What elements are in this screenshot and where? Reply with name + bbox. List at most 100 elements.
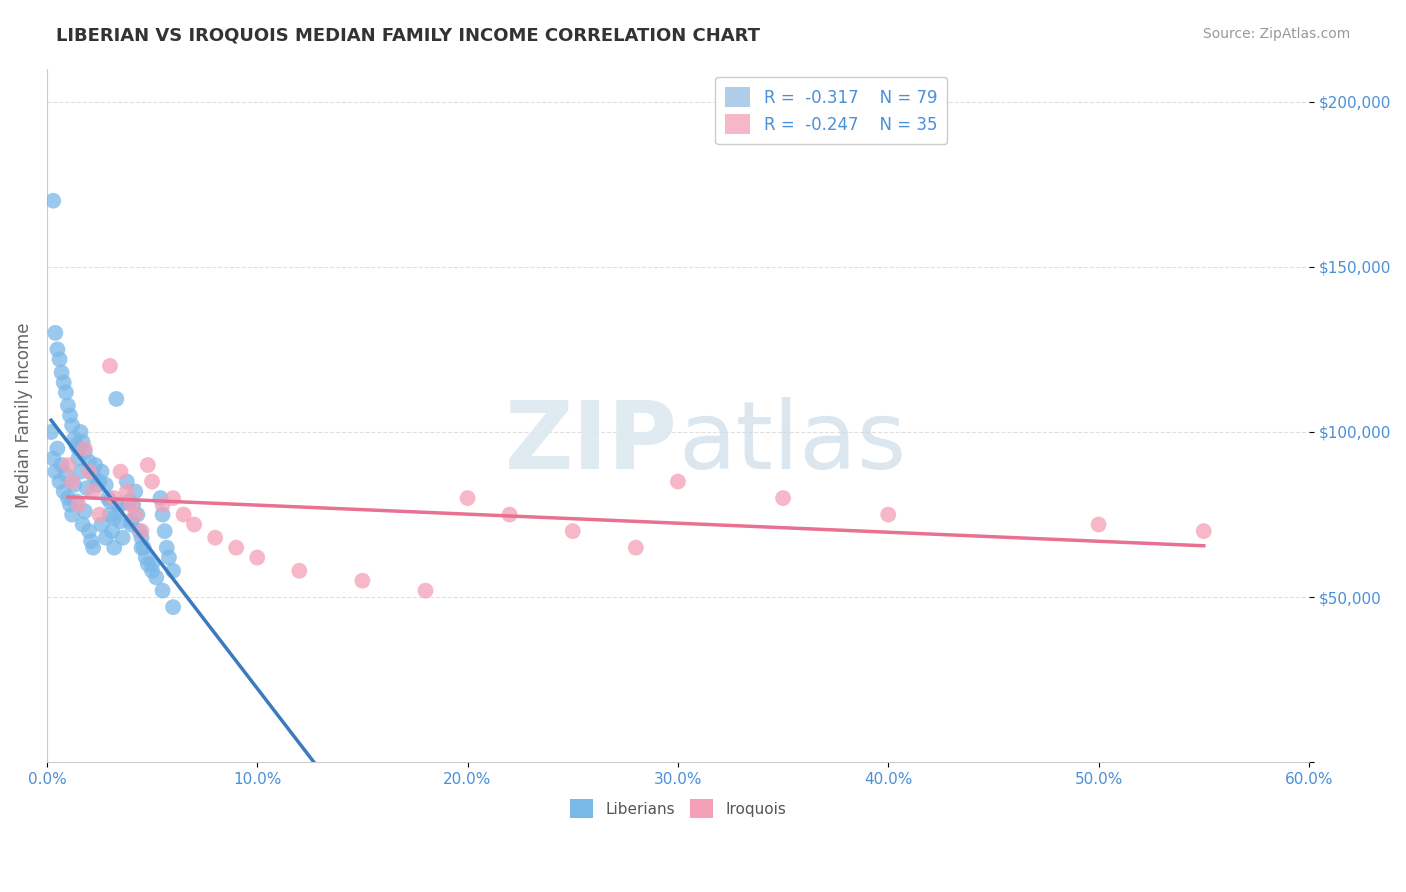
Point [110, 514, 132, 528]
Point [44, 465, 66, 479]
Point [89, 508, 111, 522]
Point [156, 541, 179, 555]
Point [157, 550, 180, 565]
Point [103, 491, 125, 505]
Point [82, 484, 104, 499]
Point [110, 498, 132, 512]
Point [63, 478, 86, 492]
Point [124, 508, 146, 522]
Point [42, 194, 65, 208]
Point [42, 451, 65, 466]
Text: atlas: atlas [678, 397, 905, 489]
Point [69, 465, 91, 479]
Point [1192, 524, 1215, 538]
Point [105, 392, 128, 406]
Point [67, 442, 90, 456]
Point [67, 451, 90, 466]
Point [120, 514, 142, 528]
Point [120, 517, 142, 532]
Point [498, 508, 520, 522]
Point [141, 557, 163, 571]
Point [141, 564, 163, 578]
Point [80, 534, 103, 549]
Point [115, 484, 138, 499]
Point [77, 465, 100, 479]
Point [98, 494, 121, 508]
Point [48, 475, 70, 489]
Point [90, 517, 112, 532]
Point [60, 475, 83, 489]
Point [73, 445, 96, 459]
Point [65, 494, 87, 508]
Point [101, 524, 124, 538]
Point [90, 465, 112, 479]
Point [82, 467, 104, 482]
Point [59, 409, 82, 423]
Point [60, 508, 83, 522]
Point [173, 508, 195, 522]
Point [60, 418, 83, 433]
Point [111, 531, 134, 545]
Point [135, 550, 157, 565]
Point [56, 491, 79, 505]
Point [246, 550, 269, 565]
Point [141, 475, 163, 489]
Point [46, 343, 69, 357]
Point [56, 458, 79, 472]
Point [288, 564, 311, 578]
Point [73, 504, 96, 518]
Point [152, 583, 174, 598]
Point [225, 541, 247, 555]
Point [103, 511, 125, 525]
Point [48, 352, 70, 367]
Point [72, 434, 94, 449]
Point [183, 517, 205, 532]
Point [666, 475, 689, 489]
Point [98, 508, 121, 522]
Text: LIBERIAN VS IROQUOIS MEDIAN FAMILY INCOME CORRELATION CHART: LIBERIAN VS IROQUOIS MEDIAN FAMILY INCOM… [56, 27, 761, 45]
Point [877, 508, 900, 522]
Point [122, 498, 145, 512]
Point [162, 491, 184, 505]
Point [162, 600, 184, 615]
Point [107, 498, 129, 512]
Point [352, 574, 374, 588]
Point [94, 531, 117, 545]
Point [128, 524, 150, 538]
Point [51, 458, 73, 472]
Point [46, 442, 69, 456]
Point [52, 376, 75, 390]
Point [84, 458, 107, 472]
Y-axis label: Median Family Income: Median Family Income [15, 323, 32, 508]
Point [152, 498, 174, 512]
Point [72, 517, 94, 532]
Point [136, 557, 159, 571]
Point [59, 498, 82, 512]
Point [76, 481, 98, 495]
Point [103, 541, 125, 555]
Text: ZIP: ZIP [505, 397, 678, 489]
Point [561, 524, 583, 538]
Point [77, 524, 100, 538]
Point [624, 541, 647, 555]
Point [162, 564, 184, 578]
Point [97, 491, 120, 505]
Point [153, 524, 176, 538]
Point [145, 570, 167, 584]
Point [1087, 517, 1109, 532]
Point [55, 467, 77, 482]
Point [131, 531, 153, 545]
Point [127, 508, 149, 522]
Point [124, 484, 146, 499]
Point [73, 442, 96, 456]
Point [39, 425, 62, 439]
Point [120, 498, 142, 512]
Point [44, 326, 66, 340]
Point [118, 494, 141, 508]
Point [131, 541, 153, 555]
Point [415, 583, 437, 598]
Point [65, 438, 87, 452]
Point [86, 478, 108, 492]
Point [67, 498, 90, 512]
Point [115, 475, 138, 489]
